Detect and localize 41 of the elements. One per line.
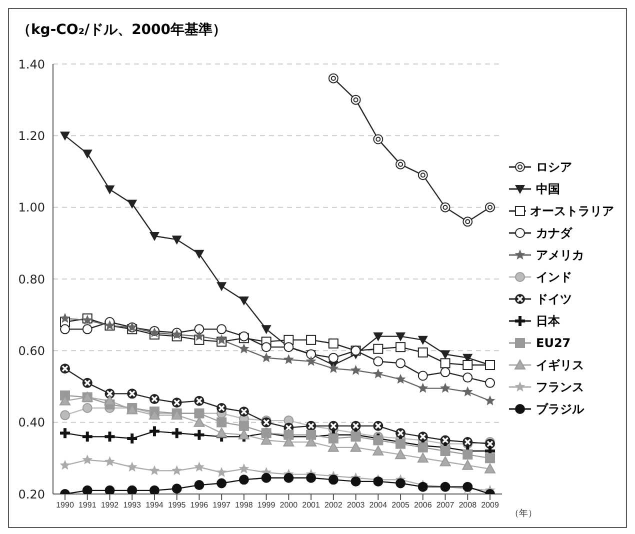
- legend-label: アメリカ: [536, 246, 584, 264]
- x-tick-label: 1994: [146, 500, 164, 510]
- y-tick-label: 1.20: [18, 128, 45, 143]
- x-tick-label: 1992: [100, 500, 120, 510]
- x-tick-label: 1990: [56, 500, 74, 510]
- legend-label: 中国: [536, 180, 560, 198]
- legend-label: 日本: [536, 312, 560, 330]
- x-tick-label: 1993: [123, 500, 142, 510]
- legend-label: インド: [536, 268, 572, 286]
- x-tick-label: 1996: [190, 500, 209, 510]
- x-tick-label: 1998: [235, 500, 254, 510]
- x-tick-label: 2004: [369, 500, 388, 510]
- y-tick-label: 0.20: [18, 487, 45, 502]
- y-tick-label: 1.00: [18, 200, 45, 215]
- legend-label: フランス: [536, 378, 584, 396]
- x-tick-label: 2008: [458, 500, 478, 510]
- x-tick-label: 2001: [302, 500, 320, 510]
- legend-label: ロシア: [536, 158, 572, 176]
- legend-label: ブラジル: [536, 400, 584, 418]
- legend-label: イギリス: [536, 356, 584, 374]
- x-tick-label: 2009: [481, 500, 500, 510]
- legend-label: カナダ: [536, 224, 572, 242]
- x-tick-label: 2006: [414, 500, 432, 510]
- legend-label: ドイツ: [536, 290, 572, 308]
- y-tick-label: 0.40: [18, 416, 45, 430]
- y-tick-label: 0.60: [18, 344, 45, 358]
- x-tick-label: 1999: [257, 500, 276, 510]
- x-tick-label: 2005: [392, 500, 410, 510]
- x-tick-label: 1997: [212, 500, 232, 510]
- chart-title: （kg-CO₂/ドル、2000年基準）: [17, 21, 227, 39]
- y-tick-label: 0.80: [18, 272, 45, 286]
- legend-label: オーストラリア: [530, 202, 614, 220]
- x-tick-label: 2007: [436, 500, 455, 510]
- legend-label: EU27: [536, 336, 571, 350]
- x-tick-label: 1991: [78, 500, 97, 510]
- x-tick-label: 2003: [346, 500, 366, 510]
- x-tick-label: 2002: [324, 500, 343, 510]
- x-axis-title: （年）: [510, 508, 537, 520]
- x-tick-label: 1995: [168, 500, 186, 510]
- x-tick-label: 2000: [280, 500, 298, 510]
- y-tick-label: 1.40: [18, 57, 45, 72]
